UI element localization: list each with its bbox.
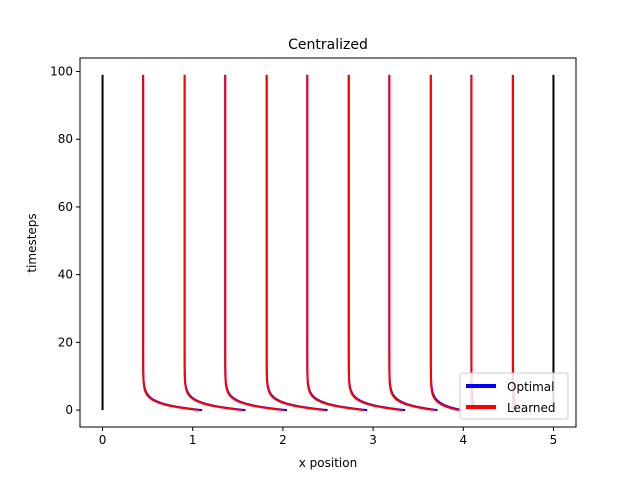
x-tick-label-3: 3 <box>369 433 377 447</box>
learned-trajectory-6 <box>388 74 435 412</box>
learned-trajectory-1 <box>183 74 243 412</box>
y-axis-label: timesteps <box>25 213 39 272</box>
x-tick-label-5: 5 <box>550 433 558 447</box>
y-axis: 0 20 40 60 80 100 <box>50 65 80 417</box>
y-tick-label-5: 100 <box>50 65 73 79</box>
learned-trajectory-2 <box>224 74 284 412</box>
chart-title: Centralized <box>288 37 368 53</box>
x-axis-label: x position <box>299 456 357 470</box>
learned-trajectory-7 <box>429 74 459 412</box>
axes-frame <box>79 57 577 428</box>
learned-trajectory-4 <box>306 74 365 412</box>
learned-trajectory-8 <box>470 74 474 411</box>
y-tick-label-1: 20 <box>58 335 73 349</box>
learned-trajectory-0 <box>142 74 200 412</box>
y-tick-label-2: 40 <box>58 268 73 282</box>
x-tick-label-4: 4 <box>459 433 467 447</box>
plot-area <box>101 74 555 412</box>
learned-trajectory-5 <box>347 74 403 412</box>
x-tick-label-1: 1 <box>189 433 197 447</box>
x-axis: 0 1 2 3 4 5 <box>99 427 558 447</box>
y-tick-label-4: 80 <box>58 132 73 146</box>
legend-label-optimal: Optimal <box>507 380 554 394</box>
x-tick-label-2: 2 <box>279 433 287 447</box>
y-tick-label-3: 60 <box>58 200 73 214</box>
learned-trajectory-3 <box>265 74 325 412</box>
legend: Optimal Learned <box>459 372 569 420</box>
x-tick-label-0: 0 <box>99 433 107 447</box>
y-tick-label-0: 0 <box>65 403 73 417</box>
legend-label-learned: Learned <box>507 401 556 415</box>
